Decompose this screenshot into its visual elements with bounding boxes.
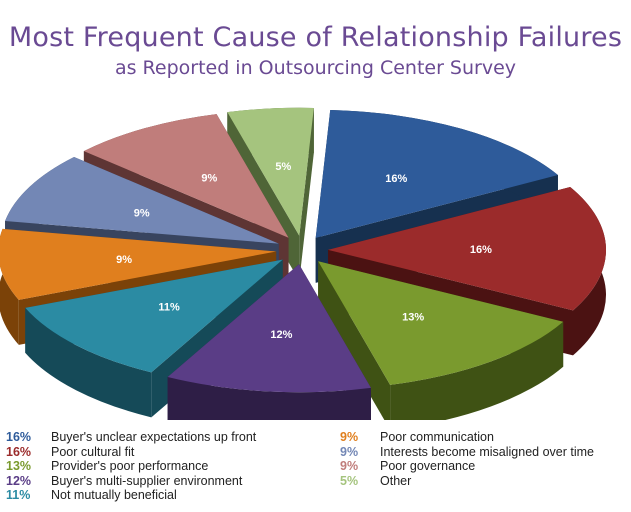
pie-slice [5, 157, 279, 244]
legend-item: 16% Poor cultural fit [6, 445, 256, 460]
slice-label: 16% [385, 173, 407, 185]
slice-label: 5% [275, 161, 291, 173]
pie-chart: 5% 9% 16% 9% 16% 9% 11% 13% 12% [0, 107, 606, 420]
legend-item: 5% Other [340, 474, 594, 489]
legend-pct: 11% [6, 488, 31, 502]
pie-slice [167, 264, 371, 393]
legend-pct: 9% [340, 444, 359, 459]
slice-label: 16% [470, 244, 492, 256]
slice-rim [390, 321, 564, 420]
slice-rim [0, 228, 19, 345]
pie-slice [25, 259, 283, 373]
legend-label: Provider's poor performance [51, 459, 209, 473]
pie-slice [327, 187, 606, 311]
legend-pct: 12% [6, 473, 32, 488]
legend-item: 16% Buyer's unclear expectations up front [6, 430, 256, 445]
pie-slice [227, 107, 314, 236]
legend-pct: 16% [6, 430, 32, 444]
legend-item: 13% Provider's poor performance [6, 459, 256, 474]
slice-label: 12% [270, 329, 292, 341]
pie-slice [0, 228, 277, 300]
legend-item: 11% Not mutually beneficial [6, 488, 256, 503]
legend-pct: 16% [6, 444, 32, 459]
pie-slice [318, 261, 564, 385]
legend-item: 12% Buyer's multi-supplier environment [6, 474, 256, 489]
legend-label: Buyer's multi-supplier environment [51, 473, 243, 488]
legend-item: 9% Interests become misaligned over time [340, 445, 594, 460]
legend-label: Interests become misaligned over time [380, 444, 594, 459]
slice-rim [167, 377, 371, 420]
legend-pct: 13% [6, 459, 32, 473]
slice-label: 11% [158, 302, 180, 314]
legend-left: 16% Buyer's unclear expectations up front… [6, 430, 256, 503]
legend-right: 9% Poor communication 9% Interests become … [340, 430, 594, 488]
chart-title: Most Frequent Cause of Relationship Fail… [8, 22, 623, 53]
legend-pct: 9% [340, 459, 359, 473]
legend-label: Not mutually beneficial [51, 488, 177, 502]
legend-label: Poor communication [380, 430, 494, 444]
pie-slice [83, 114, 289, 238]
legend-label: Buyer's unclear expectations up front [51, 430, 257, 444]
legend-label: Other [380, 473, 412, 488]
legend-label: Poor cultural fit [51, 444, 135, 459]
legend-label: Poor governance [380, 459, 476, 473]
slice-tops [0, 107, 606, 393]
slice-wall [318, 261, 391, 420]
legend-pct: 9% [340, 430, 359, 444]
slice-rim [25, 307, 152, 418]
slice-label: 9% [134, 207, 150, 219]
chart-subtitle: as Reported in Outsourcing Center Survey [114, 57, 517, 79]
slice-label: 9% [116, 254, 132, 266]
slice-label: 9% [201, 173, 217, 185]
slice-labels: 5% 9% 16% 9% 16% 9% 11% 13% 12% [116, 161, 492, 341]
slice-label: 13% [402, 311, 424, 323]
legend-item: 9% Poor communication [340, 430, 594, 445]
legend-item: 9% Poor governance [340, 459, 594, 474]
pie-slice [315, 110, 558, 238]
legend-pct: 5% [340, 473, 359, 488]
